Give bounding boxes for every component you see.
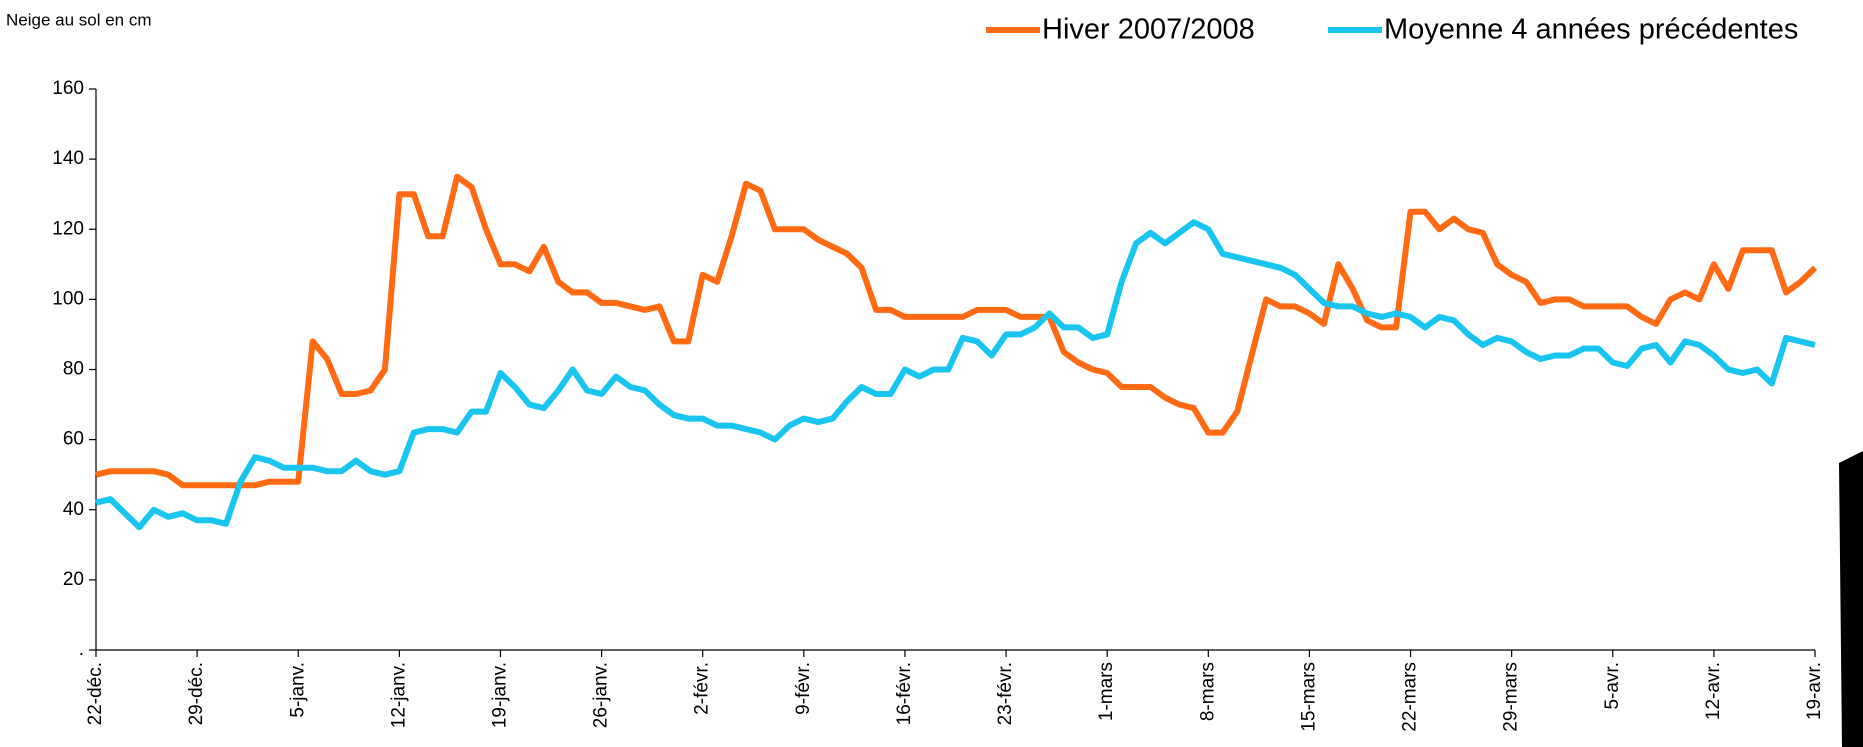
y-tick-label: 120 — [52, 218, 84, 239]
y-tick-label: 60 — [63, 429, 84, 450]
y-axis-label: Neige au sol en cm — [6, 10, 152, 29]
y-tick-label: . — [79, 639, 84, 660]
x-tick-label: 1-mars — [1096, 662, 1117, 721]
legend-label: Hiver 2007/2008 — [1042, 14, 1255, 46]
x-tick-label: 22-déc. — [85, 662, 106, 725]
x-tick-label: 29-déc. — [186, 662, 207, 725]
x-tick-label: 26-janv. — [591, 662, 612, 728]
x-tick-label: 23-févr. — [995, 662, 1016, 725]
x-tick-label: 5-janv. — [287, 662, 308, 718]
x-tick-label: 29-mars — [1501, 662, 1522, 732]
legend-label: Moyenne 4 années précédentes — [1384, 14, 1798, 46]
y-tick-label: 160 — [52, 78, 84, 99]
x-tick-label: 12-janv. — [388, 662, 409, 728]
x-tick-label: 19-janv. — [489, 662, 510, 728]
y-tick-label: 100 — [52, 288, 84, 309]
x-tick-label: 5-avr. — [1602, 662, 1623, 710]
x-tick-label: 22-mars — [1400, 662, 1421, 732]
series-line — [95, 173, 1818, 489]
series-line — [95, 219, 1816, 531]
edge-artifact — [1839, 451, 1863, 747]
x-tick-label: 19-avr. — [1804, 662, 1825, 720]
y-tick-label: 40 — [63, 499, 84, 520]
y-tick-label: 20 — [63, 569, 84, 590]
x-tick-label: 12-avr. — [1703, 662, 1724, 720]
x-tick-label: 15-mars — [1298, 662, 1319, 732]
y-tick-label: 140 — [52, 148, 84, 169]
x-tick-label: 8-mars — [1197, 662, 1218, 721]
x-tick-label: 16-févr. — [894, 662, 915, 725]
x-tick-label: 2-févr. — [692, 662, 713, 715]
y-tick-label: 80 — [63, 359, 84, 380]
x-tick-label: 9-févr. — [793, 662, 814, 715]
